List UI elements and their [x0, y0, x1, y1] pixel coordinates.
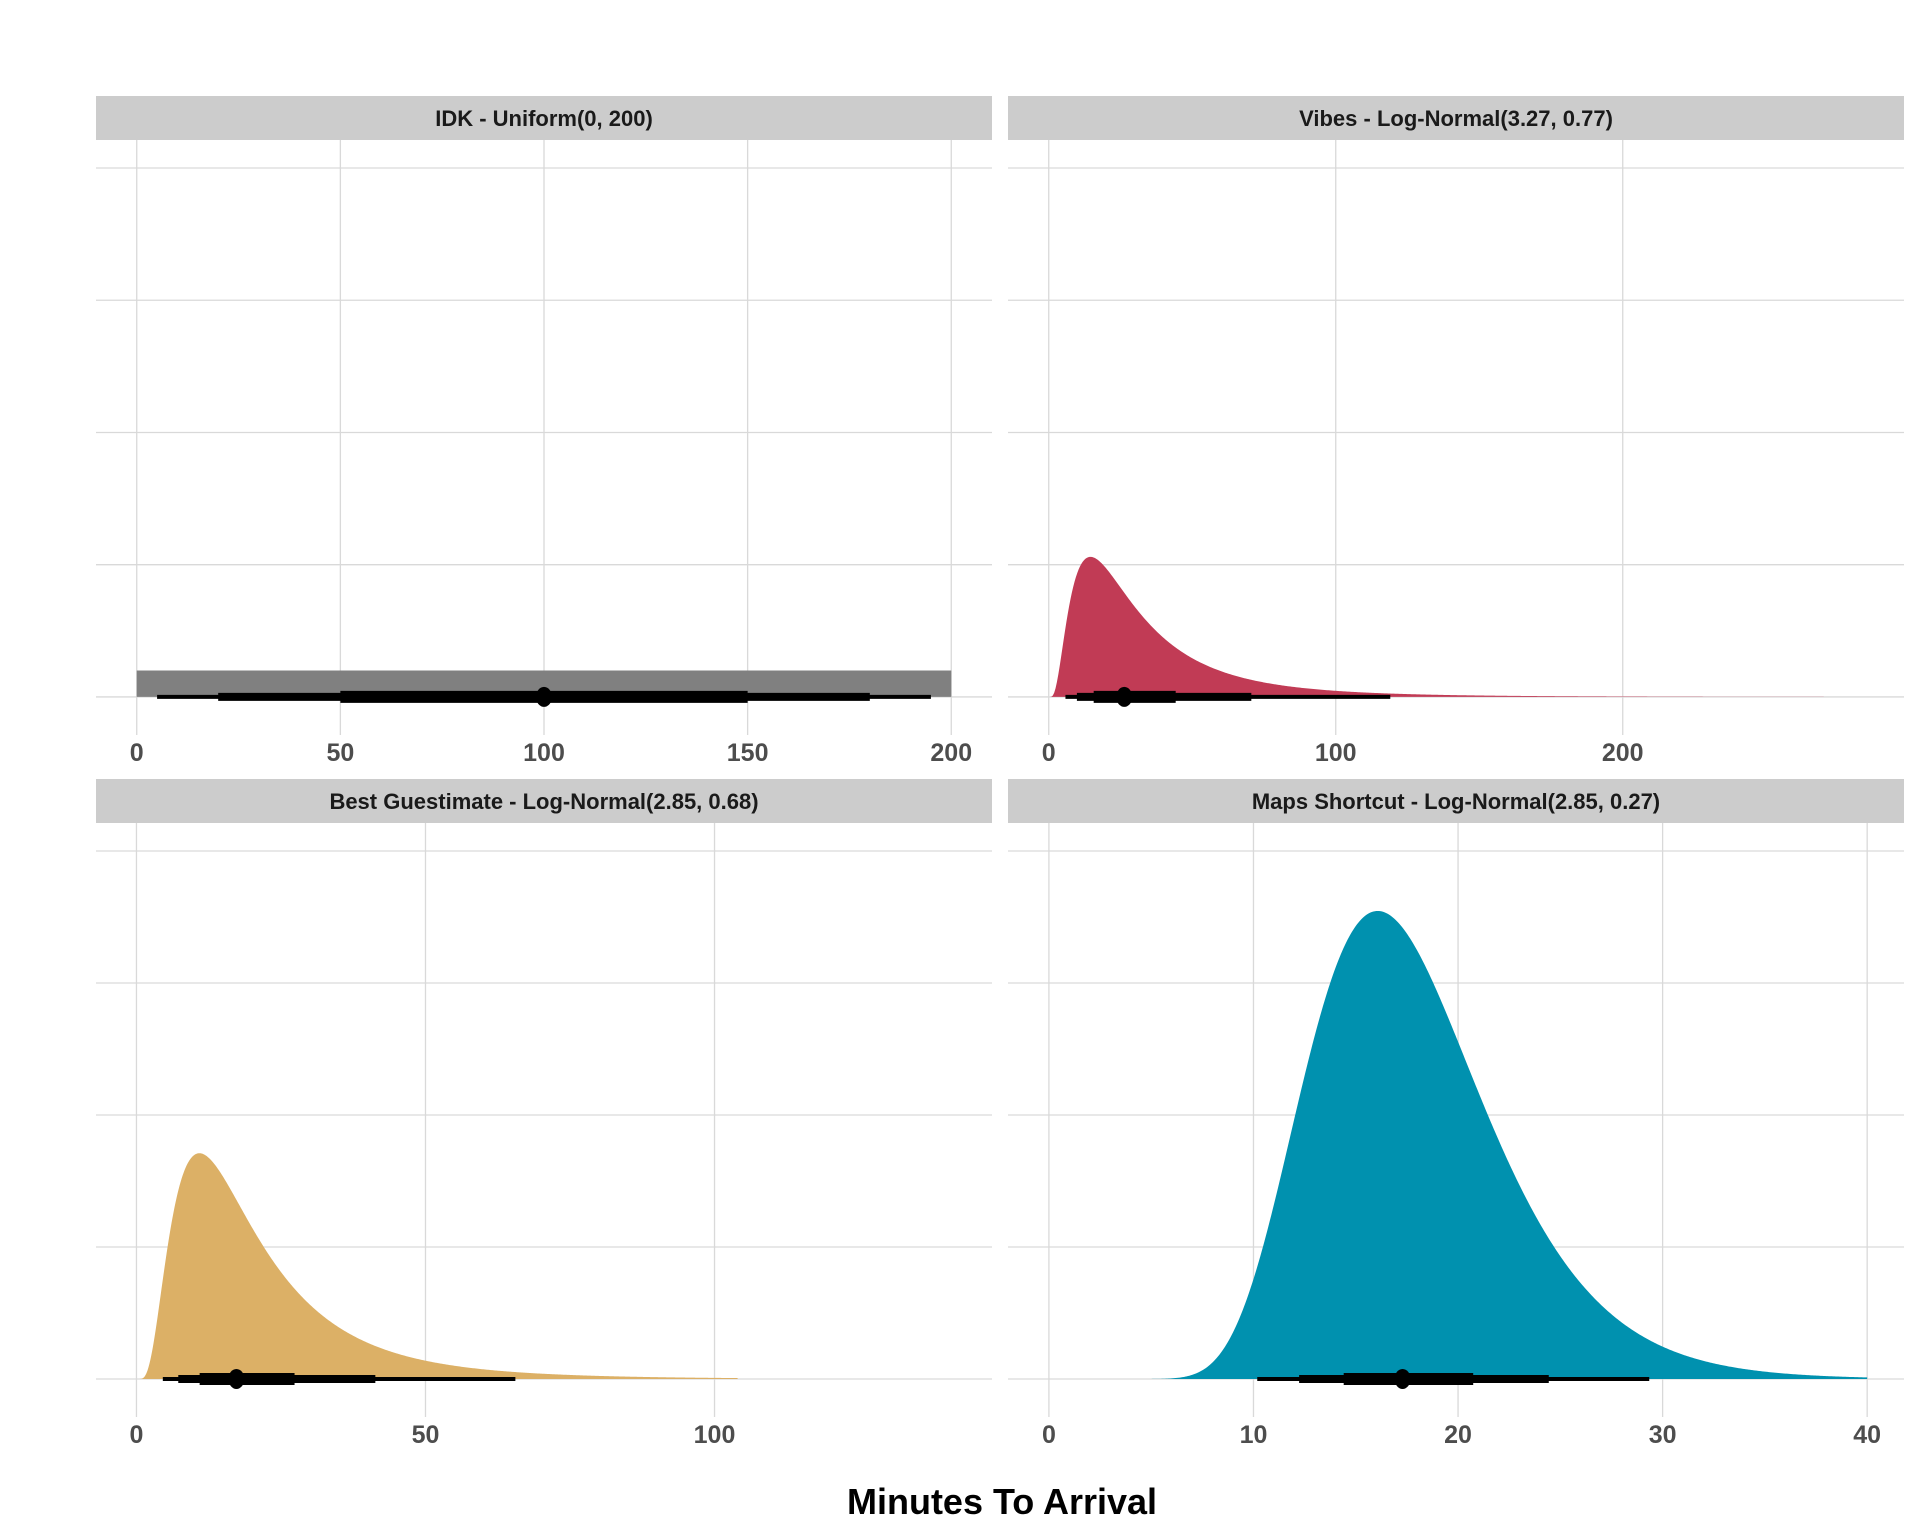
- density-area: [136, 670, 952, 697]
- median-point: [228, 1368, 245, 1389]
- density-area: [136, 1153, 738, 1379]
- x-tick-label: 200: [930, 739, 972, 767]
- x-tick-label: 100: [523, 739, 565, 767]
- x-tick-label: 50: [326, 739, 354, 767]
- facet-panel-1: IDK - Uniform(0, 200) 0 50 100 150 200: [96, 96, 992, 767]
- facet-strip: [1008, 779, 1904, 823]
- x-tick-label: 200: [1602, 739, 1644, 767]
- facet-strip-title: Best Guestimate - Log-Normal(2.85, 0.68): [329, 789, 758, 814]
- x-tick-label: 150: [727, 739, 769, 767]
- x-tick-label: 10: [1240, 1421, 1268, 1449]
- facet-strip-title: Vibes - Log-Normal(3.27, 0.77): [1299, 106, 1613, 131]
- x-tick-label: 0: [1042, 1421, 1056, 1449]
- x-tick-label: 100: [1315, 739, 1357, 767]
- x-tick-label: 50: [412, 1421, 440, 1449]
- facet-panel-2: Vibes - Log-Normal(3.27, 0.77) 0 100 200: [1008, 96, 1904, 767]
- x-tick-label: 0: [1042, 739, 1056, 767]
- density-area: [1048, 910, 1868, 1379]
- median-point: [1394, 1368, 1411, 1389]
- facet-strip-title: Maps Shortcut - Log-Normal(2.85, 0.27): [1252, 789, 1660, 814]
- x-tick-label: 20: [1444, 1421, 1472, 1449]
- x-tick-label: 100: [694, 1421, 736, 1449]
- facet-strip: [96, 96, 992, 140]
- median-point: [536, 686, 552, 707]
- median-point: [1116, 686, 1133, 707]
- facet-panel-4: Maps Shortcut - Log-Normal(2.85, 0.27) 0 1…: [1008, 779, 1904, 1449]
- facet-panel-3: Best Guestimate - Log-Normal(2.85, 0.68)…: [96, 779, 992, 1449]
- x-tick-label: 0: [130, 739, 144, 767]
- density-area: [1048, 556, 1864, 697]
- x-tick-label: 40: [1853, 1421, 1881, 1449]
- facet-strip: [1008, 96, 1904, 140]
- x-tick-label: 0: [130, 1421, 144, 1449]
- facet-strip: [96, 779, 992, 823]
- x-tick-label: 30: [1649, 1421, 1677, 1449]
- facet-strip-title: IDK - Uniform(0, 200): [435, 106, 653, 131]
- x-axis-title: Minutes To Arrival: [847, 1481, 1157, 1522]
